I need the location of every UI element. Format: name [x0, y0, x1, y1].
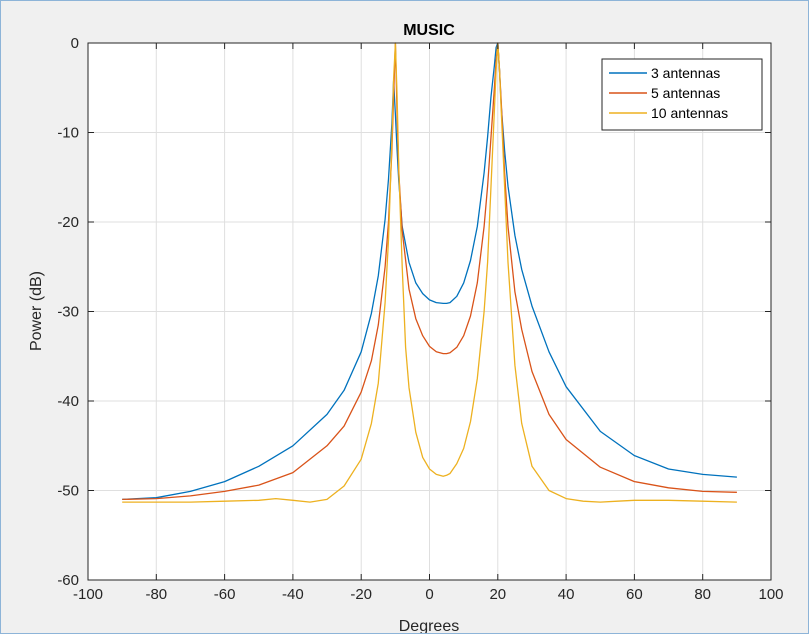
x-tick-label: -20 — [350, 586, 372, 603]
x-tick-label: -40 — [282, 586, 304, 603]
chart-title: MUSIC — [403, 22, 455, 39]
series-lines — [122, 42, 737, 503]
y-tick-label: -40 — [57, 393, 79, 410]
y-tick-label: -60 — [57, 572, 79, 589]
x-tick-label: 40 — [558, 586, 575, 603]
y-axis-label: Power (dB) — [28, 271, 45, 351]
series-line-2 — [122, 42, 737, 503]
legend-entry-0: 3 antennas — [651, 65, 720, 81]
y-tick-label: 0 — [71, 35, 79, 52]
x-axis-label: Degrees — [399, 618, 459, 633]
series-line-1 — [122, 42, 737, 501]
y-tick-label: -50 — [57, 483, 79, 500]
legend[interactable]: 3 antennas 5 antennas 10 antennas — [601, 58, 763, 131]
x-tick-label: -60 — [214, 586, 236, 603]
x-tick-label: -100 — [73, 586, 103, 603]
series-line-0 — [122, 42, 737, 501]
legend-entry-2: 10 antennas — [651, 105, 728, 121]
x-tick-label: -80 — [145, 586, 167, 603]
legend-box — [601, 58, 763, 131]
tick-labels: -100 -80 -60 -40 -20 0 20 40 60 80 100-60-50-40-30… — [57, 35, 783, 603]
axis-ticks — [87, 42, 772, 581]
x-tick-label: 80 — [694, 586, 711, 603]
legend-entry-1: 5 antennas — [651, 85, 720, 101]
y-tick-label: -30 — [57, 304, 79, 321]
x-tick-label: 60 — [626, 586, 643, 603]
x-tick-label: 100 — [758, 586, 783, 603]
y-tick-label: -20 — [57, 214, 79, 231]
x-tick-label: 20 — [489, 586, 506, 603]
grid-lines — [88, 43, 771, 580]
y-tick-label: -10 — [57, 125, 79, 142]
x-tick-label: 0 — [425, 586, 433, 603]
